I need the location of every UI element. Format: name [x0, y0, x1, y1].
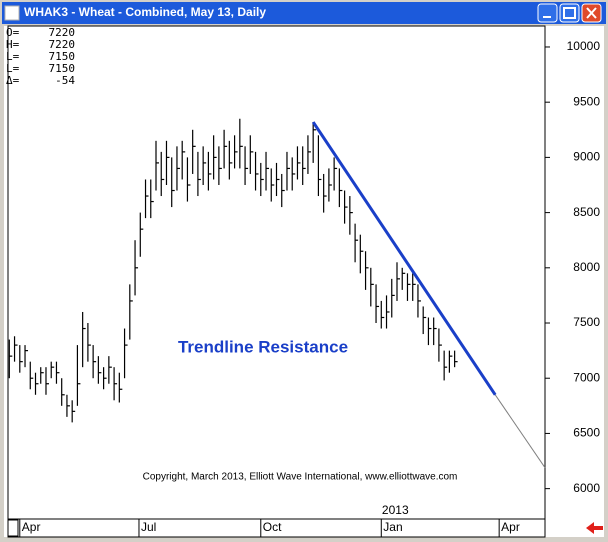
year-label: 2013	[382, 503, 409, 517]
x-tick-label: Oct	[263, 520, 282, 534]
y-tick-label: 9000	[573, 150, 600, 164]
window-title: WHAK3 - Wheat - Combined, May 13, Daily	[24, 5, 266, 19]
chart-background	[4, 26, 604, 537]
y-tick-label: 9500	[573, 94, 600, 108]
readout-value: -54	[55, 74, 75, 87]
readout-value: 7150	[49, 62, 76, 75]
title-bar	[2, 2, 606, 24]
scroll-arrow[interactable]	[586, 522, 603, 534]
y-tick-label: 6500	[573, 426, 600, 440]
maximize-button[interactable]	[559, 3, 580, 23]
readout-label: L=	[6, 62, 20, 75]
readout-value: 7220	[49, 26, 76, 39]
trendline-extension	[494, 394, 546, 468]
copyright: Copyright, March 2013, Elliott Wave Inte…	[143, 472, 458, 483]
readout-value: 7220	[49, 38, 76, 51]
y-tick-label: 10000	[567, 39, 601, 53]
annotation: Trendline Resistance	[178, 337, 348, 356]
trendline	[311, 121, 497, 396]
y-tick-label: 6000	[573, 481, 600, 495]
readout-label: H=	[6, 38, 20, 51]
readout-label: O=	[6, 26, 20, 39]
y-tick-label: 7500	[573, 315, 600, 329]
maximize-icon	[563, 7, 576, 19]
x-tick-label: Apr	[501, 520, 520, 534]
y-tick-label: 8000	[573, 260, 600, 274]
close-icon	[586, 7, 597, 19]
minimize-button[interactable]	[537, 3, 558, 23]
readout-value: 7150	[49, 50, 76, 63]
scroll-box[interactable]	[7, 519, 19, 537]
window-buttons	[537, 3, 602, 23]
y-tick-label: 8500	[573, 205, 600, 219]
x-tick-label: Jan	[383, 520, 402, 534]
x-tick-label: Jul	[141, 520, 156, 534]
plot: Trendline Resistance Copyright, March 201…	[8, 118, 546, 483]
readout-label: L=	[6, 50, 20, 63]
app-icon	[4, 5, 20, 21]
readout-label: Δ=	[6, 74, 20, 87]
x-tick-label: Apr	[22, 520, 41, 534]
y-tick-label: 7000	[573, 370, 600, 384]
